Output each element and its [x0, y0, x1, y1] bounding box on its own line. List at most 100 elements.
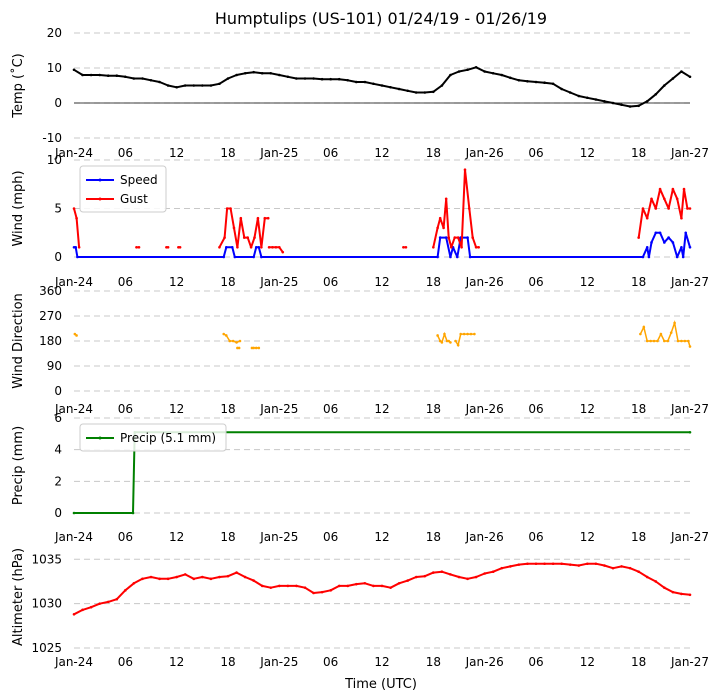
- series-alt-altimeter-line-0: [73, 562, 691, 616]
- x-tick-label-temp-2: 12: [169, 146, 184, 160]
- data-point: [680, 339, 683, 343]
- data-point: [459, 332, 463, 336]
- data-point: [432, 246, 435, 249]
- x-tick-label-alt-8: Jan-26: [465, 655, 504, 669]
- data-point: [166, 577, 170, 581]
- data-point: [256, 216, 260, 220]
- data-point: [257, 246, 261, 249]
- legend-precip: Precip (5.1 mm): [79, 423, 227, 452]
- subplot-dir: 0 90 180 270 360 Jan-24 06 12 18 Jan-25 06 12 18 Jan-…: [11, 284, 709, 416]
- data-point: [449, 341, 452, 344]
- x-tick-label-precip-3: 18: [220, 530, 235, 544]
- x-tick-label-wind-10: 12: [580, 275, 595, 289]
- data-point: [183, 84, 187, 87]
- y-tick-label-temp-0: -10: [42, 131, 62, 145]
- data-point: [471, 236, 474, 239]
- y-tick-label-temp-2: 10: [47, 61, 62, 75]
- data-point: [659, 332, 663, 336]
- data-point: [295, 584, 298, 588]
- data-point: [72, 207, 76, 210]
- y-tick-label-precip-1: 2: [54, 474, 62, 488]
- y-tick-label-alt-0: 1025: [31, 641, 62, 655]
- data-point: [534, 562, 538, 566]
- data-point: [239, 216, 243, 220]
- x-tick-label-temp-7: 18: [426, 146, 441, 160]
- x-tick-label-precip-2: 12: [169, 530, 184, 544]
- y-tick-label-precip-3: 6: [54, 411, 62, 425]
- legend-label-0: Speed: [120, 173, 158, 187]
- y-tick-label-wind-0: 0: [54, 250, 62, 264]
- data-point: [166, 84, 170, 87]
- data-point: [454, 339, 457, 343]
- data-point: [355, 582, 358, 586]
- data-point: [456, 236, 460, 239]
- data-point: [226, 77, 230, 80]
- x-tick-label-precip-10: 12: [580, 530, 595, 544]
- x-tick-label-temp-4: Jan-25: [259, 146, 298, 160]
- x-tick-label-wind-9: 06: [528, 275, 543, 289]
- data-point: [654, 231, 658, 235]
- data-point: [380, 84, 384, 87]
- data-point: [684, 231, 688, 235]
- x-tick-label-dir-8: Jan-26: [465, 402, 504, 416]
- y-tick-label-alt-2: 1035: [31, 552, 62, 566]
- data-point: [467, 207, 471, 210]
- data-point: [237, 346, 241, 350]
- data-point: [243, 575, 247, 579]
- data-point: [223, 236, 226, 239]
- x-tick-label-temp-3: 18: [220, 146, 235, 160]
- data-point: [500, 566, 504, 570]
- data-point: [346, 584, 350, 588]
- data-point: [228, 339, 232, 343]
- data-point: [286, 584, 290, 588]
- x-tick-label-precip-1: 06: [118, 530, 133, 544]
- x-tick-label-alt-3: 18: [220, 655, 235, 669]
- x-tick-label-wind-6: 12: [374, 275, 389, 289]
- data-point: [460, 246, 463, 249]
- y-tick-label-dir-1: 90: [47, 359, 62, 373]
- x-tick-label-precip-4: Jan-25: [259, 530, 298, 544]
- data-point: [517, 563, 521, 566]
- data-point: [671, 77, 675, 80]
- x-tick-label-alt-4: Jan-25: [259, 655, 298, 669]
- data-point: [235, 73, 238, 77]
- x-tick-label-alt-11: 18: [631, 655, 646, 669]
- data-point: [444, 197, 448, 201]
- data-point: [577, 94, 581, 98]
- x-tick-label-wind-3: 18: [220, 275, 235, 289]
- data-point: [178, 246, 182, 249]
- data-point: [192, 577, 196, 581]
- y-tick-label-wind-1: 5: [54, 202, 62, 216]
- data-point: [603, 99, 606, 103]
- chart-title: Humptulips (US-101) 01/24/19 - 01/26/19: [215, 9, 547, 28]
- data-point: [278, 584, 281, 588]
- data-point: [647, 255, 651, 259]
- data-point: [473, 332, 476, 336]
- data-point: [372, 584, 375, 588]
- data-point: [656, 339, 659, 343]
- data-point: [641, 207, 645, 210]
- y-axis-label-wind: Wind (mph): [11, 170, 26, 246]
- data-point: [260, 255, 263, 259]
- data-point: [77, 246, 81, 249]
- data-point: [680, 246, 683, 249]
- data-point: [456, 343, 460, 347]
- data-point: [645, 216, 649, 220]
- data-point: [432, 571, 435, 574]
- data-point: [667, 236, 670, 239]
- data-point: [232, 226, 236, 230]
- data-point: [74, 246, 78, 249]
- data-point: [654, 92, 658, 96]
- data-point: [235, 341, 238, 344]
- x-tick-label-alt-10: 12: [580, 655, 595, 669]
- data-point: [676, 339, 680, 343]
- x-tick-label-precip-11: 18: [631, 530, 646, 544]
- data-point: [658, 231, 662, 235]
- data-point: [688, 593, 692, 597]
- data-point: [688, 75, 692, 79]
- x-tick-label-temp-12: Jan-27: [670, 146, 709, 160]
- data-point: [628, 566, 632, 570]
- series-temp-temperature: [72, 66, 692, 108]
- data-point: [346, 78, 350, 82]
